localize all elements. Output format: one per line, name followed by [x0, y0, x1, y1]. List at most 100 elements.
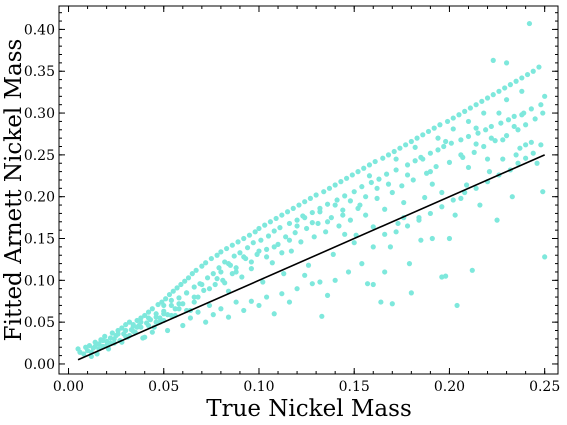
data-point — [370, 281, 376, 288]
x-tick-label: 0.00 — [53, 379, 84, 395]
data-point — [439, 204, 445, 210]
data-point — [500, 137, 506, 143]
data-point — [302, 199, 308, 205]
data-point — [286, 220, 293, 227]
data-point — [286, 299, 293, 305]
data-point — [123, 322, 129, 328]
data-point — [418, 237, 424, 243]
data-point — [450, 197, 456, 203]
data-point — [382, 206, 388, 212]
data-point — [446, 159, 453, 165]
data-point — [81, 351, 87, 357]
data-point — [540, 189, 546, 195]
data-point — [511, 113, 517, 119]
data-point — [517, 145, 523, 151]
data-point — [235, 239, 241, 245]
data-point — [176, 295, 182, 301]
data-point — [241, 254, 247, 260]
data-point — [389, 189, 395, 196]
data-point — [189, 271, 195, 277]
data-point — [193, 267, 199, 273]
data-point — [420, 156, 426, 162]
data-point — [256, 302, 262, 309]
data-point — [126, 319, 133, 325]
data-point — [526, 20, 533, 27]
data-point — [361, 165, 367, 171]
data-point — [204, 275, 211, 281]
data-point — [324, 292, 331, 298]
data-point — [540, 110, 546, 116]
data-point — [538, 102, 544, 108]
data-point — [359, 261, 365, 267]
data-point — [477, 202, 483, 208]
data-point — [479, 98, 485, 104]
data-point — [408, 138, 414, 145]
data-point — [248, 259, 254, 265]
data-point — [342, 231, 348, 237]
data-point — [307, 195, 314, 201]
data-point — [511, 123, 517, 130]
data-point — [366, 173, 373, 179]
data-point — [206, 286, 213, 292]
data-point — [279, 291, 285, 297]
data-point — [161, 302, 167, 309]
data-point — [313, 192, 319, 198]
data-point — [296, 202, 302, 208]
data-point — [444, 118, 451, 125]
data-point — [490, 57, 496, 63]
data-point — [138, 324, 144, 330]
data-point — [368, 179, 374, 186]
data-point — [503, 97, 510, 103]
data-point — [231, 253, 237, 259]
points-layer — [75, 20, 548, 360]
data-point — [364, 281, 371, 287]
data-point — [229, 271, 235, 277]
y-tick-label: 0.40 — [24, 22, 55, 38]
data-point — [265, 233, 272, 239]
data-point — [303, 225, 310, 232]
data-point — [427, 210, 433, 217]
data-point — [248, 298, 254, 304]
data-point — [389, 301, 395, 307]
data-point — [503, 133, 510, 139]
data-point — [530, 150, 536, 156]
data-point — [185, 275, 192, 281]
data-point — [456, 112, 462, 118]
data-point — [393, 229, 399, 235]
data-point — [277, 225, 283, 231]
one-to-one-line — [77, 154, 545, 361]
data-point — [431, 125, 437, 131]
data-point — [433, 163, 439, 170]
data-point — [271, 228, 277, 234]
data-point — [387, 244, 393, 250]
data-point — [454, 302, 460, 309]
data-point — [492, 138, 498, 144]
data-point — [180, 322, 186, 329]
data-point — [412, 144, 418, 150]
data-point — [507, 82, 513, 88]
data-point — [528, 106, 534, 112]
data-point — [372, 158, 378, 165]
data-point — [164, 327, 171, 334]
data-point — [336, 223, 342, 229]
data-point — [244, 245, 251, 251]
data-point — [420, 132, 426, 138]
data-point — [184, 290, 190, 296]
data-point — [309, 281, 315, 287]
data-point — [302, 215, 308, 221]
data-point — [450, 115, 456, 121]
data-point — [210, 271, 216, 277]
y-tick-label: 0.20 — [24, 190, 55, 206]
data-point — [502, 85, 508, 91]
data-point — [473, 125, 479, 131]
data-point — [153, 319, 159, 325]
data-point — [481, 143, 487, 150]
data-point — [222, 280, 228, 286]
data-point — [174, 285, 180, 291]
data-point — [486, 169, 493, 175]
data-point — [374, 195, 380, 201]
data-point — [458, 137, 464, 143]
y-tick-label: 0.05 — [24, 315, 55, 331]
data-point — [163, 296, 169, 302]
data-point — [182, 278, 188, 284]
